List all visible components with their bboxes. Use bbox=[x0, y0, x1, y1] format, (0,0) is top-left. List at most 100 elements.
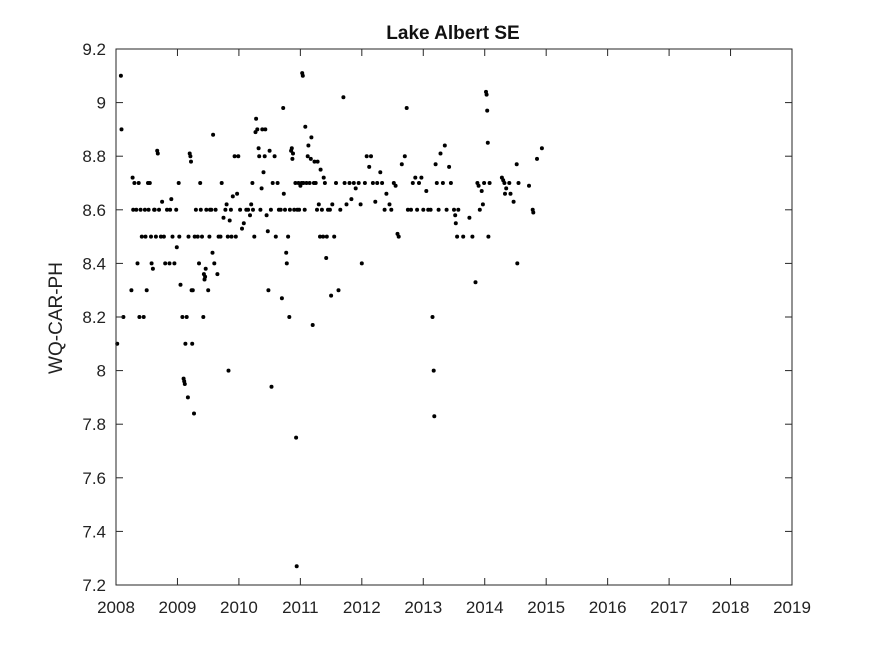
data-point bbox=[327, 207, 332, 212]
data-point bbox=[515, 261, 520, 266]
y-tick-label: 9 bbox=[97, 94, 106, 113]
data-point bbox=[502, 181, 507, 185]
y-axis-label: WQ-CAR-PH bbox=[46, 262, 67, 374]
data-point bbox=[290, 156, 295, 161]
data-point bbox=[516, 181, 521, 185]
x-tick-label: 2013 bbox=[404, 598, 442, 617]
data-point bbox=[190, 288, 195, 293]
data-point bbox=[197, 261, 201, 266]
data-point bbox=[511, 199, 516, 204]
data-point bbox=[448, 181, 453, 185]
data-point bbox=[170, 234, 175, 239]
data-point bbox=[413, 175, 418, 180]
data-point bbox=[461, 234, 466, 239]
data-point bbox=[539, 146, 544, 151]
x-tick-label: 2019 bbox=[773, 598, 811, 617]
data-point bbox=[273, 234, 278, 239]
data-point bbox=[358, 202, 363, 207]
y-tick-label: 8.6 bbox=[82, 201, 106, 220]
data-point bbox=[157, 207, 161, 212]
data-point bbox=[261, 170, 266, 175]
data-point bbox=[226, 368, 231, 373]
data-point bbox=[419, 175, 424, 180]
data-point bbox=[188, 154, 193, 159]
data-point bbox=[218, 234, 223, 239]
data-point bbox=[322, 181, 327, 185]
x-tick-label: 2018 bbox=[712, 598, 750, 617]
data-point bbox=[453, 213, 458, 218]
y-tick-label: 7.4 bbox=[82, 522, 106, 541]
data-point bbox=[144, 288, 149, 293]
data-point bbox=[200, 234, 204, 239]
data-point bbox=[369, 154, 373, 159]
data-point bbox=[180, 315, 185, 319]
data-point bbox=[484, 92, 489, 97]
data-point bbox=[118, 73, 123, 78]
x-tick-label: 2017 bbox=[650, 598, 688, 617]
data-point bbox=[353, 186, 358, 191]
data-point bbox=[405, 207, 410, 212]
data-point bbox=[130, 175, 135, 180]
data-point bbox=[146, 207, 151, 212]
data-point bbox=[131, 207, 136, 212]
data-point bbox=[424, 189, 429, 193]
data-points bbox=[115, 71, 544, 569]
data-point bbox=[410, 181, 415, 185]
y-tick-label: 8.2 bbox=[82, 308, 106, 327]
data-point bbox=[294, 435, 299, 440]
data-point bbox=[223, 207, 228, 212]
data-point bbox=[246, 207, 251, 212]
data-point bbox=[174, 207, 179, 212]
x-tick-label: 2014 bbox=[466, 598, 504, 617]
data-point bbox=[143, 234, 148, 239]
data-point bbox=[224, 202, 229, 207]
data-point bbox=[292, 207, 297, 212]
data-point bbox=[138, 207, 143, 212]
data-point bbox=[192, 411, 196, 416]
data-point bbox=[136, 181, 141, 185]
data-point bbox=[531, 210, 536, 215]
data-point bbox=[275, 181, 280, 185]
data-point bbox=[535, 156, 539, 161]
data-point bbox=[319, 207, 324, 212]
data-point bbox=[453, 221, 458, 226]
data-point bbox=[167, 261, 172, 266]
data-point bbox=[228, 207, 233, 212]
data-point bbox=[174, 245, 179, 250]
data-point bbox=[267, 148, 272, 153]
data-point bbox=[318, 167, 323, 172]
data-point bbox=[507, 181, 512, 185]
data-point bbox=[428, 207, 433, 212]
data-point bbox=[289, 146, 294, 151]
data-point bbox=[184, 315, 189, 319]
data-point bbox=[251, 207, 255, 212]
data-point bbox=[249, 202, 254, 207]
data-point bbox=[153, 234, 158, 239]
data-point bbox=[178, 282, 183, 287]
x-tick-label: 2012 bbox=[343, 598, 381, 617]
data-point bbox=[467, 215, 472, 220]
data-point bbox=[198, 181, 203, 185]
x-tick-label: 2009 bbox=[159, 598, 197, 617]
x-tick-label: 2008 bbox=[97, 598, 135, 617]
x-tick-label: 2016 bbox=[589, 598, 627, 617]
data-point bbox=[294, 564, 299, 569]
data-point bbox=[221, 215, 226, 220]
y-tick-label: 8.4 bbox=[82, 254, 106, 273]
data-point bbox=[268, 207, 273, 212]
data-point bbox=[514, 162, 519, 167]
y-tick-label: 7.6 bbox=[82, 469, 106, 488]
data-point bbox=[186, 234, 191, 239]
data-point bbox=[129, 288, 134, 293]
data-point bbox=[258, 207, 263, 212]
data-point bbox=[240, 226, 244, 231]
data-point bbox=[393, 183, 398, 188]
data-point bbox=[442, 143, 447, 148]
data-point bbox=[430, 315, 435, 319]
data-point bbox=[310, 323, 315, 327]
data-point bbox=[312, 159, 317, 164]
data-point bbox=[315, 159, 320, 164]
data-point bbox=[210, 250, 215, 255]
data-point bbox=[211, 132, 216, 137]
